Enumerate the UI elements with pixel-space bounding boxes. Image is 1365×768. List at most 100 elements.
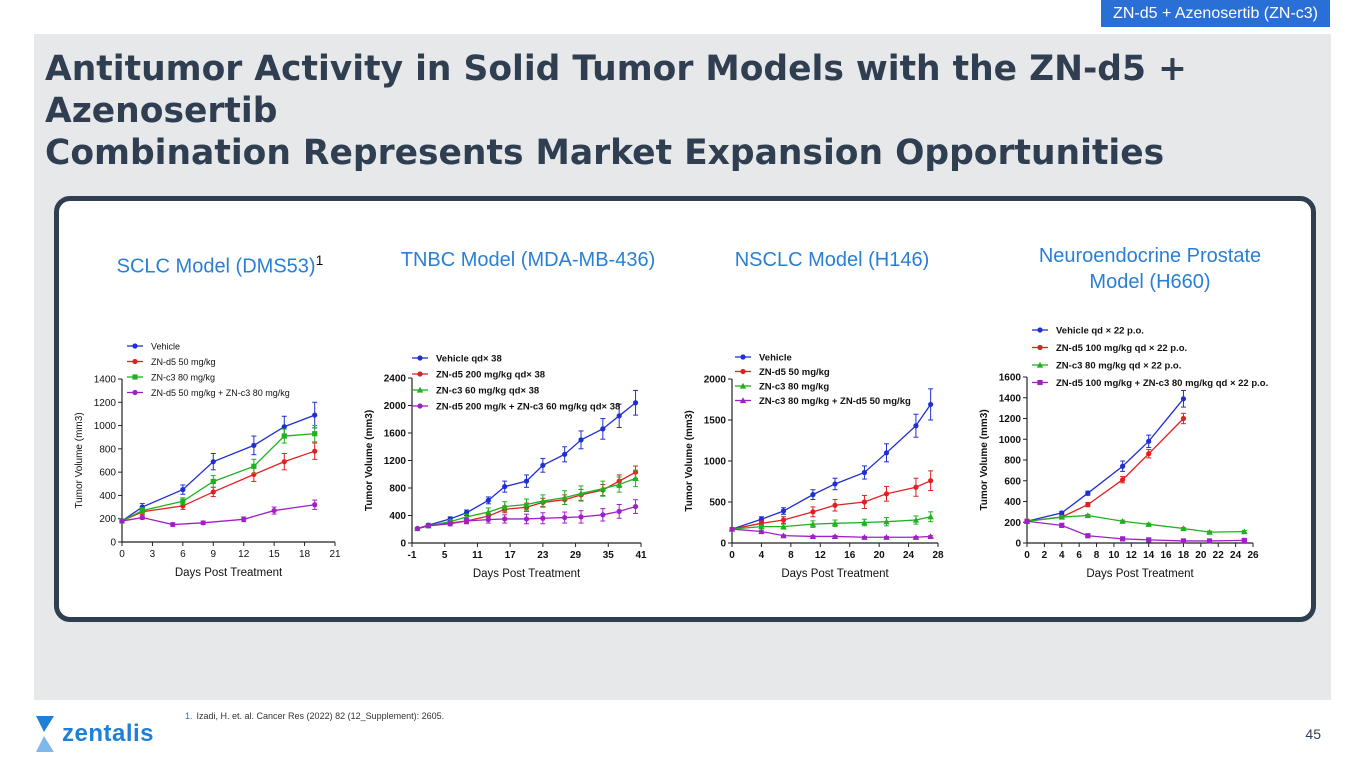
series-line [1026,418,1184,522]
data-point [913,423,919,429]
data-point [132,343,138,349]
data-point [1146,451,1152,457]
series-line [1026,520,1245,542]
x-tick-label: 28 [932,550,944,561]
footnote-text: Izadi, H. et. al. Cancer Res (2022) 82 (… [196,711,445,721]
x-tick-label: 9 [211,549,217,560]
x-axis-label: Days Post Treatment [781,568,889,580]
footnote-number: 1. [185,711,193,721]
y-tick-label: 0 [1015,539,1021,550]
data-point [1120,536,1126,542]
data-point [810,509,816,515]
data-point [1241,528,1248,535]
legend-label: ZN-d5 50 mg/kg [759,367,830,378]
data-point [416,386,424,393]
legend-label: Vehicle qd× 38 [436,354,502,365]
chart-title-nepc: Neuroendocrine Prostate Model (H660) [1010,243,1290,295]
y-tick-label: 400 [99,491,116,502]
data-point [1120,463,1126,469]
data-point [1145,521,1152,527]
y-tick-label: 400 [389,511,406,522]
data-point [1085,533,1091,539]
legend-label: ZN-c3 60 mg/kg qd× 38 [436,386,539,397]
y-tick-label: 600 [99,468,116,479]
y-tick-label: 800 [1004,456,1021,467]
data-point [463,518,470,524]
data-point [180,487,186,493]
data-point [523,516,530,522]
chart-title-text-2: Model (H660) [1089,271,1211,293]
data-point [861,469,868,476]
data-point [312,431,318,437]
data-point [139,514,145,521]
title-line-2: Combination Represents Market Expansion … [45,133,1165,173]
x-tick-label: -1 [408,550,417,561]
y-tick-label: 200 [1004,518,1021,529]
y-tick-label: 1200 [384,456,407,467]
data-point [1119,518,1126,524]
data-point [425,523,431,529]
data-point [780,508,787,514]
y-tick-label: 1600 [384,429,407,440]
y-axis-label: Tumor Volume (mm3) [979,409,990,510]
x-tick-label: 4 [759,550,765,561]
data-point [447,521,453,527]
y-tick-label: 1600 [999,373,1022,384]
data-point [832,502,838,508]
x-tick-label: 2 [1042,550,1048,561]
y-tick-label: 0 [400,539,406,550]
data-point [740,368,746,375]
y-tick-label: 2000 [704,375,727,386]
x-tick-label: 17 [505,550,517,561]
series-line [121,504,315,526]
x-tick-label: 16 [1161,550,1173,561]
data-point [200,520,206,526]
data-point [912,534,920,540]
chart-title-superscript: 1 [315,252,324,268]
x-axis-label: Days Post Treatment [1086,568,1194,580]
x-tick-label: 22 [1213,550,1225,561]
data-point [632,503,639,510]
data-point [883,450,890,456]
data-point [913,484,919,490]
data-point [739,382,747,389]
data-point [928,478,934,484]
data-point [1206,538,1213,544]
x-tick-label: 0 [1024,550,1030,561]
data-point [1059,510,1065,516]
data-point [780,532,787,539]
data-point [501,503,508,510]
y-axis-label: Tumor Volume (mm3) [74,412,85,508]
data-point [861,519,868,526]
data-point [912,516,920,523]
data-point [831,533,839,540]
data-point [561,494,568,501]
x-tick-label: 12 [238,549,250,560]
series-line [121,433,315,522]
data-point [861,499,868,505]
x-tick-label: 11 [472,550,483,561]
data-point [417,371,423,377]
data-point [485,517,491,523]
data-point [809,533,817,540]
x-tick-label: 5 [442,550,448,561]
x-tick-label: 0 [729,550,735,561]
legend-label: Vehicle [759,353,792,364]
legend-label: ZN-c3 80 mg/kg qd × 22 p.o. [1056,361,1181,372]
legend-label: ZN-d5 100 mg/kg + ZN-c3 80 mg/kg qd × 22… [1056,378,1268,389]
data-point [758,528,765,535]
x-tick-label: 23 [537,550,549,561]
x-tick-label: 29 [570,550,582,561]
y-axis-label: Tumor Volume (mm3) [684,410,695,511]
x-tick-label: 41 [635,550,647,561]
data-point [832,481,838,487]
title-line-1: Antitumor Activity in Solid Tumor Models… [45,49,1187,131]
data-point [1036,361,1044,368]
data-point [170,521,176,528]
data-point [312,502,318,508]
data-point [132,374,138,380]
data-point [599,485,607,492]
data-point [523,478,530,484]
y-tick-label: 800 [99,444,116,455]
y-tick-label: 1200 [94,398,117,409]
